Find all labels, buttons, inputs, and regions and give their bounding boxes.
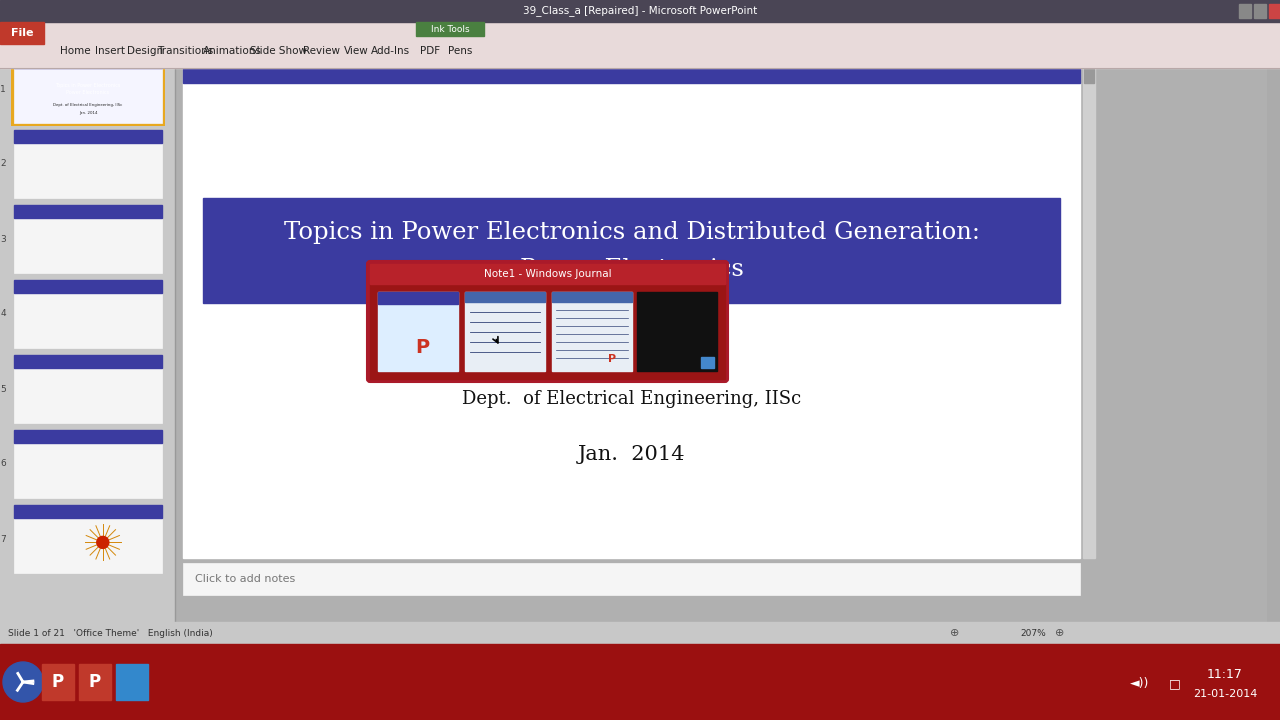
Text: PDF: PDF (420, 46, 440, 56)
Text: Review: Review (303, 46, 340, 56)
Text: Add-Ins: Add-Ins (370, 46, 410, 56)
Bar (1268, 4, 1280, 18)
FancyBboxPatch shape (367, 261, 728, 382)
Text: Pens: Pens (448, 46, 472, 56)
Bar (14, 130, 163, 198)
Text: Insert: Insert (95, 46, 125, 56)
Bar (1239, 4, 1251, 18)
Text: 4: 4 (0, 310, 6, 318)
Bar (370, 264, 724, 284)
Text: NPTEL: NPTEL (52, 621, 122, 639)
Text: P: P (608, 354, 616, 364)
Bar (14, 280, 163, 348)
Bar (1084, 53, 1094, 83)
Text: Click to add notes: Click to add notes (195, 574, 296, 584)
Circle shape (97, 536, 109, 549)
Text: 5: 5 (0, 384, 6, 394)
Text: 3: 3 (0, 235, 6, 243)
Text: Home: Home (60, 46, 91, 56)
Bar (42, 664, 74, 700)
Bar (552, 292, 632, 371)
Text: Topics in Power Electronics and Distributed Generation:: Topics in Power Electronics and Distribu… (283, 222, 979, 245)
Bar (0, 22, 1280, 68)
Text: Animations: Animations (202, 46, 261, 56)
Bar (14, 205, 163, 273)
Bar (637, 292, 717, 371)
Bar (12, 52, 165, 126)
Text: Slide Show: Slide Show (250, 46, 306, 56)
Text: Dept. of Electrical Engineering, IISc: Dept. of Electrical Engineering, IISc (54, 103, 123, 107)
Bar (416, 22, 484, 36)
Bar (0, 644, 1280, 720)
Text: □: □ (1169, 678, 1181, 690)
Text: Transitions: Transitions (157, 46, 214, 56)
Text: Power Electronics: Power Electronics (67, 89, 110, 94)
Text: View: View (343, 46, 369, 56)
Text: File: File (10, 28, 33, 38)
Text: P: P (88, 673, 101, 691)
Text: 11:17: 11:17 (1207, 667, 1243, 680)
Text: 207%: 207% (1020, 629, 1046, 637)
Text: Ink Tools: Ink Tools (430, 24, 470, 34)
Bar (116, 664, 148, 700)
Text: Jan.  2014: Jan. 2014 (577, 444, 685, 464)
Text: ◄)): ◄)) (1130, 678, 1149, 690)
Bar (370, 284, 724, 379)
Circle shape (3, 662, 44, 702)
Bar (183, 563, 1080, 595)
Bar (204, 198, 1060, 303)
Bar (183, 48, 1080, 558)
Text: P: P (415, 338, 429, 357)
Text: 21-01-2014: 21-01-2014 (1193, 689, 1257, 699)
Bar (1254, 4, 1266, 18)
Text: Slide 1 of 21   'Office Theme'   English (India): Slide 1 of 21 'Office Theme' English (In… (8, 629, 212, 637)
Text: Topics in Power Electronics: Topics in Power Electronics (55, 83, 120, 88)
Text: ⊕: ⊕ (950, 628, 960, 638)
Bar (14, 505, 163, 518)
Bar (177, 33, 1266, 658)
Bar (14, 355, 163, 423)
Text: 39_Class_a [Repaired] - Microsoft PowerPoint: 39_Class_a [Repaired] - Microsoft PowerP… (522, 6, 758, 17)
Bar (14, 280, 163, 293)
Bar (701, 357, 714, 368)
Bar (14, 130, 163, 143)
Text: Power Electronics: Power Electronics (520, 258, 744, 282)
Bar (1083, 48, 1094, 558)
Bar (3, 33, 64, 53)
Text: Dept.  of Electrical Engineering, IISc: Dept. of Electrical Engineering, IISc (462, 390, 801, 408)
Bar (14, 205, 163, 218)
Bar (14, 355, 163, 368)
Bar (465, 292, 545, 371)
Bar (0, 33, 175, 653)
Text: Slides: Slides (19, 38, 47, 48)
Bar (0, 622, 1280, 644)
Bar (378, 292, 458, 304)
Bar (0, 0, 1280, 22)
Bar (378, 292, 458, 371)
Bar (14, 430, 163, 498)
Bar (79, 664, 111, 700)
Bar (0, 22, 44, 44)
Bar (14, 430, 163, 443)
Text: 7: 7 (0, 534, 6, 544)
Bar (14, 55, 163, 68)
Text: 1: 1 (0, 84, 6, 94)
Bar (552, 292, 632, 302)
Bar (14, 505, 163, 573)
Text: Jan. 2014: Jan. 2014 (79, 111, 97, 115)
Bar (183, 48, 1080, 83)
Bar (14, 55, 163, 123)
Text: 2: 2 (0, 160, 6, 168)
Text: Outline: Outline (87, 38, 123, 48)
Text: Design: Design (127, 46, 163, 56)
Text: P: P (52, 673, 64, 691)
Bar (0, 33, 175, 53)
Text: ⊕: ⊕ (1055, 628, 1065, 638)
Bar (465, 292, 545, 302)
Text: Note1 - Windows Journal: Note1 - Windows Journal (484, 269, 612, 279)
Text: 6: 6 (0, 459, 6, 469)
